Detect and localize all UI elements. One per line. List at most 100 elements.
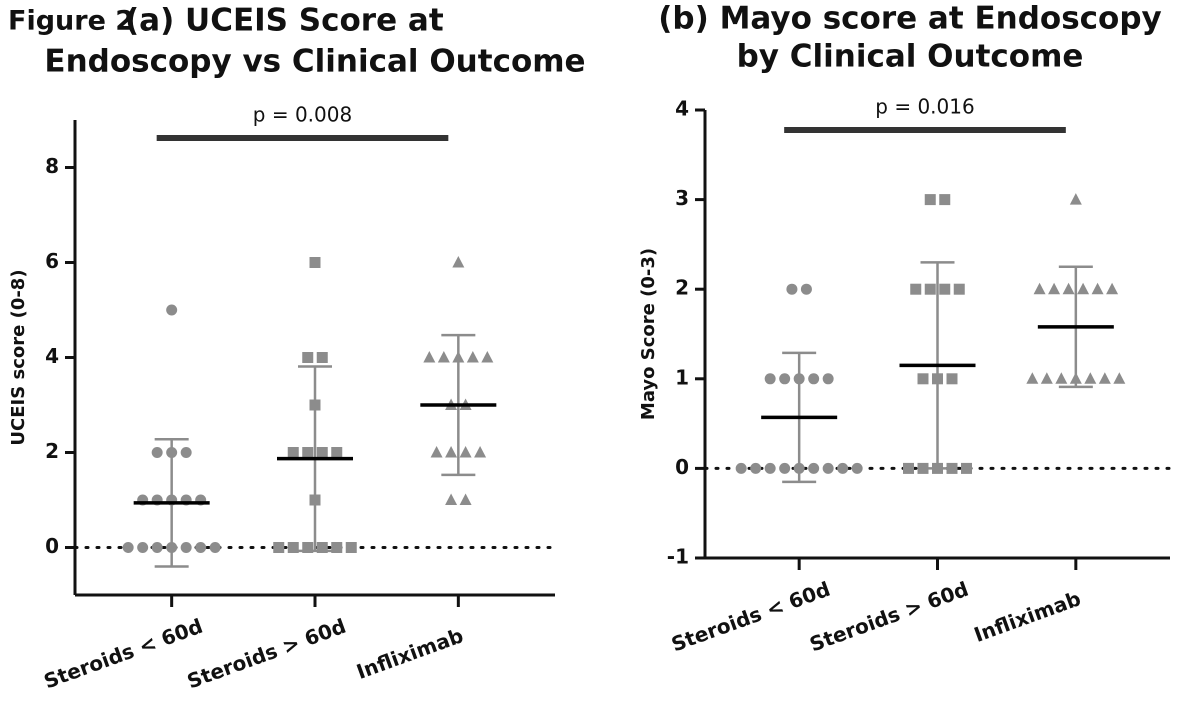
data-point bbox=[779, 462, 791, 474]
y-tick-label: 6 bbox=[45, 249, 59, 273]
data-point bbox=[924, 194, 936, 206]
data-point bbox=[302, 542, 314, 553]
y-tick-label: -1 bbox=[667, 545, 689, 569]
data-point bbox=[459, 493, 472, 505]
data-point bbox=[1033, 282, 1046, 295]
data-point bbox=[331, 542, 343, 553]
data-point bbox=[166, 304, 178, 316]
data-point bbox=[939, 283, 951, 295]
data-point bbox=[195, 542, 207, 553]
chart-title: (b) Mayo score at Endoscopy bbox=[658, 1, 1161, 37]
data-point bbox=[1084, 372, 1097, 384]
data-point bbox=[808, 462, 820, 474]
data-point bbox=[779, 373, 791, 385]
y-tick-label: 0 bbox=[675, 455, 689, 479]
data-point bbox=[793, 462, 805, 474]
chart-title: (a) UCEIS Score at bbox=[125, 3, 444, 39]
y-tick-label: 3 bbox=[675, 186, 689, 210]
y-tick-label: 0 bbox=[45, 534, 59, 558]
data-point bbox=[309, 257, 321, 268]
y-axis-label: UCEIS score (0-8) bbox=[8, 269, 29, 445]
data-point bbox=[445, 446, 458, 458]
y-tick-label: 4 bbox=[45, 344, 59, 368]
x-tick-label: Steroids < 60d bbox=[41, 614, 206, 694]
data-point bbox=[423, 351, 436, 363]
data-point bbox=[750, 462, 762, 474]
data-point bbox=[946, 462, 958, 474]
chart-title: Endoscopy vs Clinical Outcome bbox=[44, 44, 585, 80]
data-point bbox=[1069, 372, 1082, 384]
data-point bbox=[166, 542, 178, 553]
data-point bbox=[837, 462, 849, 474]
data-point bbox=[1040, 372, 1053, 384]
data-point bbox=[822, 373, 834, 385]
data-point bbox=[793, 373, 805, 385]
data-point bbox=[316, 447, 328, 458]
data-point bbox=[1069, 193, 1082, 205]
x-tick-label: Steroids < 60d bbox=[668, 577, 833, 657]
data-point bbox=[917, 373, 929, 385]
data-point bbox=[151, 542, 163, 553]
data-point bbox=[316, 542, 328, 553]
data-point bbox=[209, 542, 221, 553]
data-point bbox=[924, 283, 936, 295]
data-point bbox=[851, 462, 863, 474]
data-point bbox=[437, 351, 450, 363]
data-point bbox=[735, 462, 747, 474]
data-point bbox=[932, 373, 943, 385]
data-point bbox=[137, 542, 149, 553]
y-tick-label: 1 bbox=[675, 365, 689, 389]
data-point bbox=[309, 399, 321, 411]
data-point bbox=[452, 256, 465, 268]
data-point bbox=[910, 283, 922, 295]
data-point bbox=[309, 494, 321, 506]
data-point bbox=[122, 542, 134, 553]
data-point bbox=[1098, 372, 1111, 384]
data-point bbox=[1055, 372, 1068, 384]
data-point bbox=[273, 542, 285, 553]
data-point bbox=[1091, 282, 1104, 295]
significance-label: p = 0.016 bbox=[875, 95, 974, 119]
y-tick-label: 8 bbox=[45, 154, 59, 178]
data-point bbox=[946, 373, 958, 385]
data-point bbox=[800, 283, 812, 295]
y-axis-label: Mayo Score (0-3) bbox=[638, 248, 659, 420]
x-tick-label: Infliximab bbox=[971, 586, 1084, 647]
data-point bbox=[903, 462, 914, 474]
data-point bbox=[808, 373, 820, 385]
data-point bbox=[459, 446, 472, 458]
data-point bbox=[302, 447, 314, 458]
data-point bbox=[932, 462, 943, 474]
data-point bbox=[445, 493, 458, 505]
data-point bbox=[452, 351, 465, 363]
data-point bbox=[1062, 282, 1075, 295]
data-point bbox=[316, 352, 328, 363]
data-point bbox=[466, 351, 479, 363]
significance-label: p = 0.008 bbox=[253, 103, 352, 127]
data-point bbox=[180, 447, 192, 458]
figure-label: Figure 2 bbox=[8, 6, 134, 37]
data-point bbox=[1026, 372, 1039, 384]
data-point bbox=[345, 542, 357, 553]
data-point bbox=[1048, 282, 1061, 295]
data-point bbox=[822, 462, 834, 474]
data-point bbox=[953, 283, 965, 295]
x-tick-label: Infliximab bbox=[353, 623, 466, 684]
data-point bbox=[786, 283, 798, 295]
data-point bbox=[430, 446, 443, 458]
data-point bbox=[287, 542, 299, 553]
data-point bbox=[939, 194, 951, 206]
data-point bbox=[1113, 372, 1126, 384]
data-point bbox=[287, 447, 299, 458]
data-point bbox=[917, 462, 929, 474]
data-point bbox=[151, 447, 163, 458]
x-tick-label: Steroids > 60d bbox=[184, 614, 349, 694]
y-tick-label: 2 bbox=[675, 276, 689, 300]
data-point bbox=[1106, 282, 1119, 295]
data-point bbox=[331, 447, 343, 458]
chart-title: by Clinical Outcome bbox=[737, 39, 1084, 75]
y-tick-label: 4 bbox=[675, 97, 689, 121]
data-point bbox=[166, 447, 178, 458]
